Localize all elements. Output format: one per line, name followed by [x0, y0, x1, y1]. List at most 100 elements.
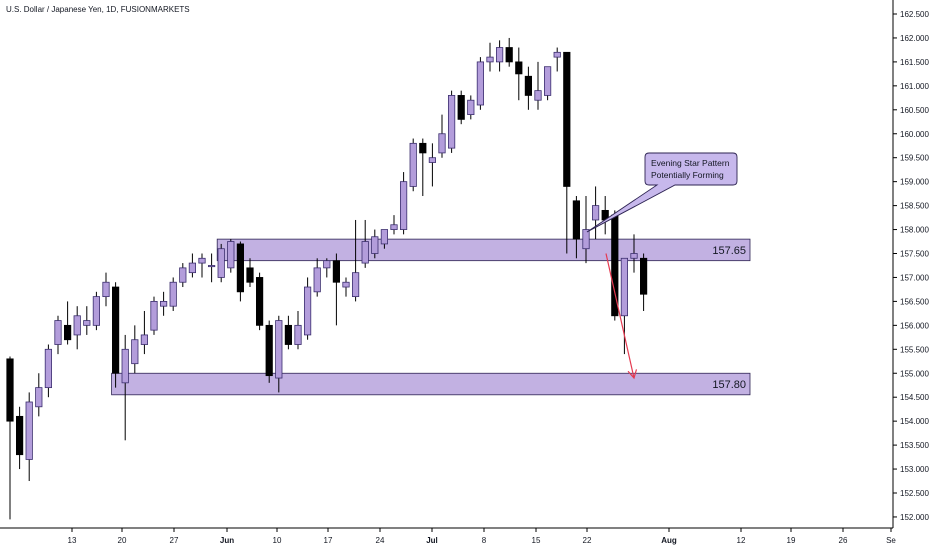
- candle: [207, 253, 216, 283]
- x-tick-label: Jun: [220, 536, 234, 545]
- y-tick-label: 152.000: [900, 513, 929, 522]
- candle: [131, 325, 139, 374]
- zone-box: [216, 238, 751, 262]
- candle-body: [534, 90, 542, 101]
- candle-body: [275, 320, 283, 379]
- candle-body: [332, 260, 341, 283]
- candle-body: [467, 99, 475, 115]
- y-tick-label: 159.500: [900, 154, 929, 163]
- candle-body: [83, 320, 91, 326]
- candle-body: [284, 324, 293, 345]
- candles-layer: [6, 37, 648, 520]
- x-tick-label: 22: [583, 536, 592, 545]
- candle-body: [323, 260, 331, 269]
- candle-body: [486, 56, 494, 63]
- candle-body: [54, 320, 62, 345]
- candle: [179, 263, 187, 288]
- x-tick-label: 12: [737, 536, 746, 545]
- candle: [198, 253, 206, 278]
- candle: [630, 234, 638, 273]
- y-tick-label: 153.500: [900, 441, 929, 450]
- candle: [188, 253, 196, 278]
- x-tick-label: Aug: [661, 536, 677, 545]
- annotations-layer: Evening Star Pattern Potentially Forming: [586, 152, 738, 380]
- candle-body: [265, 324, 273, 377]
- candle: [265, 320, 273, 383]
- y-tick-label: 159.000: [900, 178, 929, 187]
- candle-body: [303, 286, 312, 336]
- candle: [428, 143, 437, 187]
- candle-body: [371, 236, 379, 254]
- callout-bubble: [586, 152, 738, 233]
- candle-body: [179, 267, 187, 283]
- candle: [447, 90, 456, 153]
- candle: [73, 306, 81, 350]
- zone-label: 157.65: [712, 245, 746, 257]
- candle: [140, 310, 148, 355]
- candle: [486, 42, 494, 72]
- candle: [467, 95, 475, 120]
- candle-body: [121, 348, 129, 384]
- candle: [35, 373, 43, 417]
- zone-label: 157.80: [712, 379, 746, 391]
- x-tick-label: Se: [886, 536, 896, 545]
- candle-body: [476, 61, 485, 106]
- candle: [64, 301, 72, 345]
- candle: [505, 37, 513, 67]
- candle-body: [198, 257, 206, 264]
- candle: [150, 296, 158, 335]
- candle-body: [390, 224, 398, 230]
- y-tick-label: 152.500: [900, 489, 929, 498]
- candle-body: [159, 300, 168, 307]
- candle-body: [582, 229, 590, 250]
- x-tick-label: 27: [170, 536, 179, 545]
- x-tick-label: 24: [376, 536, 385, 545]
- y-tick-label: 156.500: [900, 297, 929, 306]
- callout-line-2: Potentially Forming: [651, 170, 724, 180]
- candle-body: [207, 265, 216, 268]
- projection-arrow-shaft: [605, 253, 635, 379]
- candle: [476, 57, 485, 110]
- candle: [83, 306, 91, 335]
- y-tick-label: 158.000: [900, 226, 929, 235]
- x-tick-label: 26: [839, 536, 848, 545]
- candle-body: [361, 241, 369, 264]
- candle: [102, 272, 110, 307]
- candle-body: [620, 257, 629, 317]
- candle: [380, 229, 389, 249]
- candle: [255, 272, 264, 331]
- callout-line-1: Evening Star Pattern: [651, 158, 730, 168]
- candle: [438, 114, 446, 158]
- y-tick-label: 155.500: [900, 345, 929, 354]
- candle-body: [313, 267, 321, 293]
- candle: [620, 257, 629, 355]
- candle-body: [102, 281, 110, 298]
- candle: [159, 291, 168, 316]
- candle-body: [572, 200, 581, 240]
- candle-body: [505, 47, 513, 63]
- candle-body: [255, 277, 264, 326]
- y-tick-label: 154.500: [900, 393, 929, 402]
- candle: [44, 344, 53, 398]
- x-tick-label: 13: [68, 536, 77, 545]
- candle-body: [640, 257, 648, 295]
- candle-body: [64, 324, 72, 341]
- candle-body: [409, 142, 417, 187]
- candle: [544, 66, 552, 101]
- candle-body: [563, 51, 571, 187]
- candle-body: [217, 248, 225, 278]
- candle-body: [630, 253, 638, 259]
- candle: [25, 392, 33, 482]
- candle: [303, 277, 312, 340]
- candle: [524, 66, 533, 110]
- candle: [399, 172, 408, 235]
- candle: [332, 253, 341, 326]
- candle-body: [188, 262, 196, 274]
- candle-body: [342, 281, 350, 288]
- x-tick-label: Jul: [426, 536, 438, 545]
- candle: [236, 241, 244, 302]
- candle-body: [112, 286, 120, 374]
- candle: [534, 61, 542, 110]
- candle: [371, 229, 379, 259]
